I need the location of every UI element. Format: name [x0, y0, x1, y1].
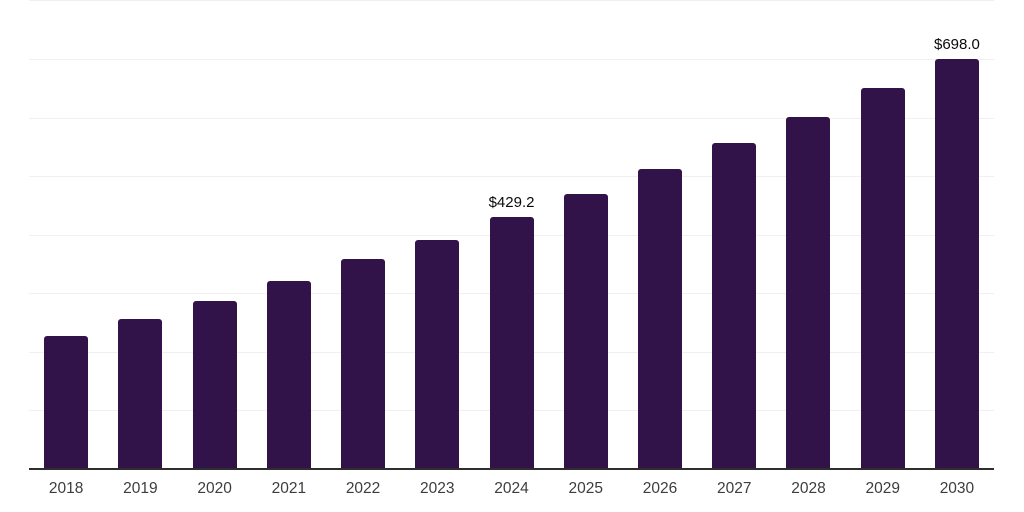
- x-tick-label-2025: 2025: [568, 480, 603, 497]
- bar-slot-2019: [103, 0, 177, 468]
- data-label-2030: $698.0: [933, 36, 980, 54]
- x-tick-label-2023: 2023: [420, 480, 455, 497]
- bar-2030: [934, 59, 979, 468]
- gridline-600: [29, 117, 994, 119]
- bar-slot-2029: [846, 0, 920, 468]
- x-axis-line: [29, 468, 994, 470]
- x-tick-label-2030: 2030: [939, 480, 975, 497]
- bar-2024: [489, 216, 534, 468]
- x-tick-label-2020: 2020: [197, 480, 232, 497]
- bar-2025: [563, 193, 608, 468]
- x-tick-label-2019: 2019: [123, 480, 158, 497]
- gridline-700: [29, 58, 994, 60]
- bar-slot-2018: [29, 0, 103, 468]
- x-tick-label-2026: 2026: [642, 480, 678, 497]
- bar-slot-2026: [623, 0, 697, 468]
- bar-slot-2025: [549, 0, 623, 468]
- bar-2026: [637, 168, 682, 468]
- bar-2028: [786, 116, 831, 468]
- bar-2023: [415, 239, 460, 468]
- x-tick-label-2029: 2029: [865, 480, 900, 497]
- x-tick-label-2018: 2018: [48, 480, 84, 497]
- bar-slot-2030: $698.0: [920, 0, 994, 468]
- x-tick-label-2024: 2024: [494, 480, 529, 497]
- x-tick-label-2028: 2028: [791, 480, 826, 497]
- bar-2029: [860, 88, 905, 468]
- bar-slot-2027: [697, 0, 771, 468]
- data-label-2024: $429.2: [488, 193, 535, 211]
- bars-container: $429.2 $698.0: [29, 0, 994, 468]
- bar-2020: [192, 301, 237, 468]
- bar-slot-2023: [400, 0, 474, 468]
- x-tick-label-2022: 2022: [345, 480, 381, 497]
- bar-slot-2020: [177, 0, 251, 468]
- plot-area: $429.2 $698.0: [29, 0, 994, 470]
- bar-slot-2028: [771, 0, 845, 468]
- bar-2019: [118, 319, 163, 468]
- bar-2022: [341, 259, 386, 468]
- bar-2018: [44, 335, 89, 468]
- x-tick-label-2027: 2027: [716, 480, 752, 497]
- bar-2021: [266, 281, 311, 468]
- gridline-800: [29, 0, 994, 2]
- bar-slot-2024: $429.2: [474, 0, 548, 468]
- bar-2027: [712, 142, 757, 468]
- bar-slot-2021: [252, 0, 326, 468]
- x-tick-label-2021: 2021: [271, 480, 307, 497]
- gridline-500: [29, 176, 994, 178]
- x-axis-tick-labels: 2018 2019 2020 2021 2022 2023 2024 2025 2026 2027…: [29, 480, 994, 498]
- bar-slot-2022: [326, 0, 400, 468]
